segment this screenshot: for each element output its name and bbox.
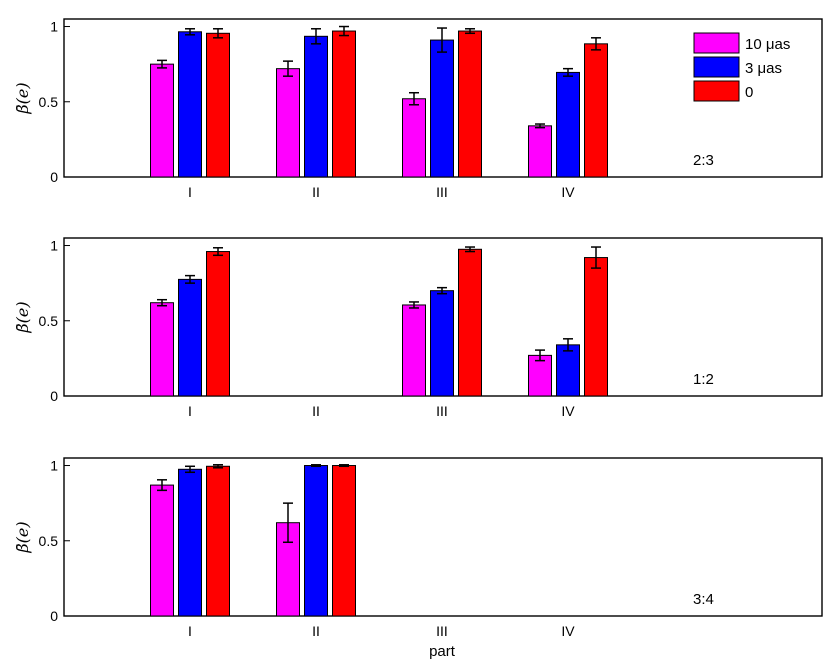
y-tick-label: 1 [50, 238, 58, 254]
bar [179, 279, 202, 396]
bar [179, 32, 202, 177]
x-tick-label: IV [561, 623, 575, 639]
panel-1: 00.51IIIIIIIVβ̄(e)2:310 μas3 μas0 [13, 19, 822, 200]
bar [459, 249, 482, 396]
bar [305, 466, 328, 616]
bar [333, 31, 356, 177]
y-tick-label: 1 [50, 458, 58, 474]
bar [207, 33, 230, 177]
x-tick-label: II [312, 403, 320, 419]
bar [431, 40, 454, 177]
bar [207, 466, 230, 616]
x-tick-label: II [312, 184, 320, 200]
bar [207, 252, 230, 396]
x-tick-label: II [312, 623, 320, 639]
bar [557, 72, 580, 177]
bar [151, 64, 174, 177]
legend-label: 0 [745, 84, 753, 101]
bar [179, 469, 202, 616]
x-tick-label: I [188, 403, 192, 419]
y-tick-label: 0.5 [39, 94, 59, 110]
y-tick-label: 0 [50, 169, 58, 185]
x-tick-label: IV [561, 184, 575, 200]
y-tick-label: 0 [50, 388, 58, 404]
x-tick-label: I [188, 184, 192, 200]
ratio-label: 1:2 [693, 371, 714, 388]
y-tick-label: 0.5 [39, 533, 59, 549]
chart-canvas: 00.51IIIIIIIVβ̄(e)2:310 μas3 μas000.51II… [0, 0, 830, 665]
bar [585, 44, 608, 177]
y-axis-label: β̄(e) [13, 521, 32, 553]
ratio-label: 2:3 [693, 152, 714, 169]
x-tick-label: III [436, 623, 448, 639]
x-tick-label: III [436, 403, 448, 419]
legend-label: 3 μas [745, 60, 782, 77]
bar [333, 466, 356, 616]
legend-swatch [694, 33, 739, 53]
bar [557, 345, 580, 396]
bar [459, 31, 482, 177]
panel-3: 00.51IIIIIIIVβ̄(e)3:4 [13, 458, 822, 639]
panel-2: 00.51IIIIIIIVβ̄(e)1:2 [13, 238, 822, 419]
y-axis-label: β̄(e) [13, 82, 32, 114]
bar [403, 305, 426, 396]
legend-label: 10 μas [745, 36, 790, 53]
bar [529, 355, 552, 396]
bar [431, 291, 454, 396]
y-tick-label: 0 [50, 608, 58, 624]
y-tick-label: 1 [50, 19, 58, 35]
y-axis-label: β̄(e) [13, 301, 32, 333]
bar [151, 303, 174, 396]
legend-swatch [694, 57, 739, 77]
legend-swatch [694, 81, 739, 101]
ratio-label: 3:4 [693, 591, 714, 608]
x-axis-label: part [429, 643, 456, 660]
x-tick-label: IV [561, 403, 575, 419]
bar [585, 258, 608, 396]
bar [305, 36, 328, 177]
bar [277, 69, 300, 177]
x-tick-label: I [188, 623, 192, 639]
bar [151, 485, 174, 616]
bar [403, 99, 426, 177]
legend: 10 μas 3 μas 0 [694, 33, 790, 101]
y-tick-label: 0.5 [39, 313, 59, 329]
bar [529, 126, 552, 177]
x-tick-label: III [436, 184, 448, 200]
